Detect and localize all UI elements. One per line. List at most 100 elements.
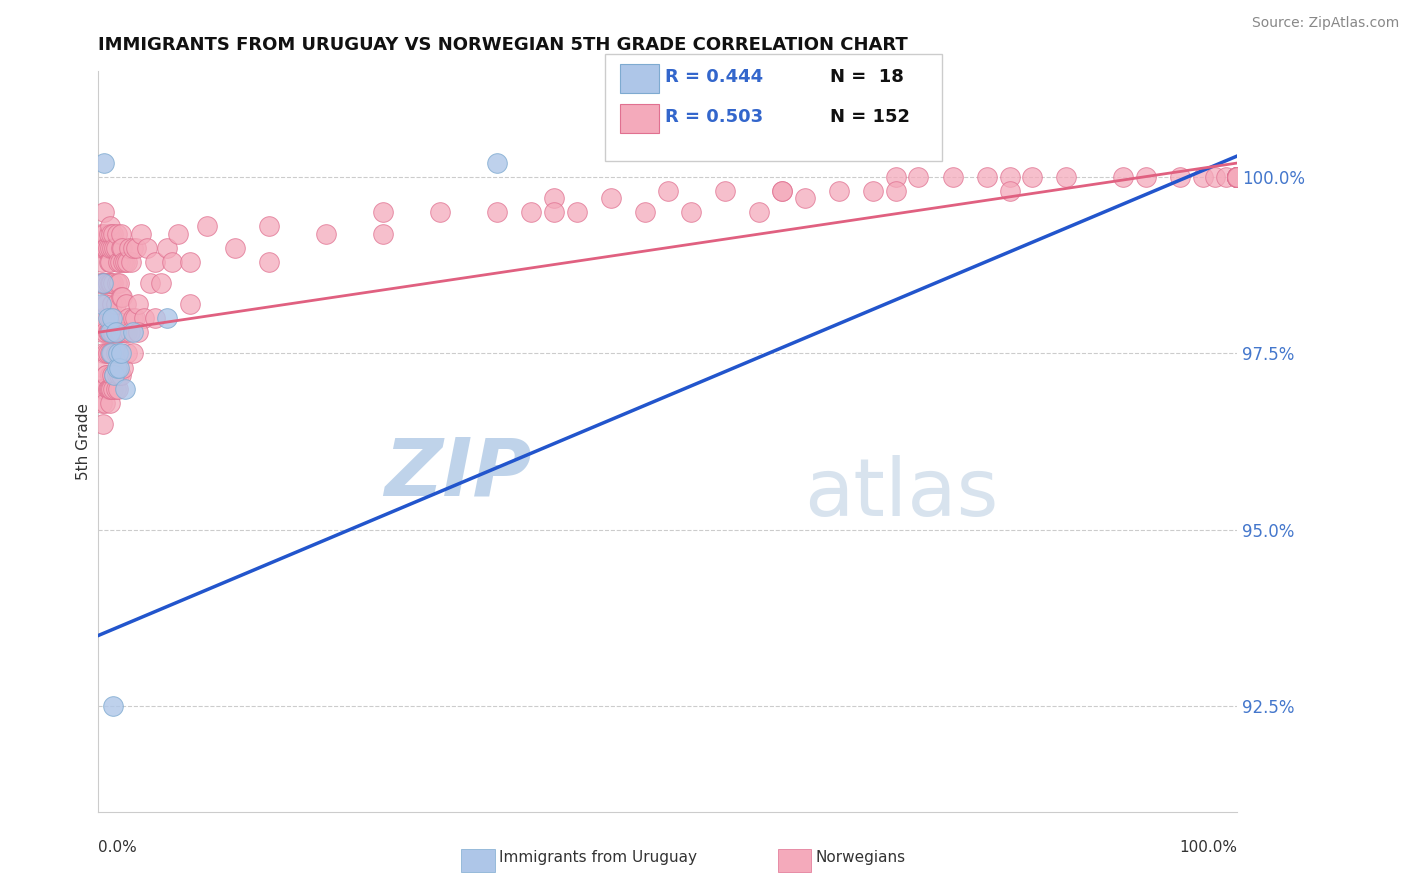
Point xyxy=(105,227,128,241)
Point xyxy=(114,382,136,396)
Point xyxy=(124,311,146,326)
Point xyxy=(104,241,127,255)
Point xyxy=(103,325,125,339)
Point xyxy=(108,360,131,375)
Point xyxy=(100,276,122,290)
Point xyxy=(600,191,623,205)
Point xyxy=(96,241,118,255)
Point xyxy=(91,276,114,290)
Point xyxy=(121,241,143,255)
Point xyxy=(115,254,138,268)
Point xyxy=(96,368,118,382)
Point xyxy=(96,382,118,396)
Text: IMMIGRANTS FROM URUGUAY VS NORWEGIAN 5TH GRADE CORRELATION CHART: IMMIGRANTS FROM URUGUAY VS NORWEGIAN 5TH… xyxy=(98,36,908,54)
Point xyxy=(91,346,114,360)
Point xyxy=(105,325,128,339)
Point xyxy=(1170,170,1192,185)
Point xyxy=(108,276,131,290)
Point xyxy=(98,346,121,360)
Point xyxy=(93,382,115,396)
Point xyxy=(1226,170,1249,185)
Point xyxy=(1226,170,1249,185)
Point xyxy=(90,276,112,290)
Point xyxy=(98,325,121,339)
Point xyxy=(104,325,127,339)
Point xyxy=(486,205,509,219)
Point xyxy=(1226,170,1249,185)
Point xyxy=(828,184,851,198)
Point xyxy=(91,241,114,255)
Text: ZIP: ZIP xyxy=(384,434,531,512)
Point xyxy=(96,325,118,339)
Point xyxy=(101,241,124,255)
Point xyxy=(103,368,125,382)
Point xyxy=(90,325,112,339)
Point xyxy=(1226,170,1249,185)
Point xyxy=(118,241,141,255)
Point xyxy=(1226,170,1249,185)
Point xyxy=(114,254,136,268)
Point xyxy=(101,297,124,311)
Point xyxy=(103,368,125,382)
Point xyxy=(101,325,124,339)
Point xyxy=(1226,170,1249,185)
Point xyxy=(117,311,139,326)
Point xyxy=(1226,170,1249,185)
Point xyxy=(98,254,121,268)
Point xyxy=(224,241,246,255)
Point xyxy=(100,382,122,396)
Point xyxy=(94,325,117,339)
Point xyxy=(1226,170,1249,185)
Point xyxy=(103,276,125,290)
Point xyxy=(121,325,143,339)
Point xyxy=(100,227,122,241)
Point xyxy=(1215,170,1237,185)
Point xyxy=(98,382,121,396)
Point xyxy=(103,311,125,326)
Text: Immigrants from Uruguay: Immigrants from Uruguay xyxy=(499,850,697,864)
Point xyxy=(884,184,907,198)
Point xyxy=(1226,170,1249,185)
Point xyxy=(121,346,143,360)
Point xyxy=(101,346,124,360)
Point xyxy=(1226,170,1249,185)
Point xyxy=(91,254,114,268)
Point xyxy=(162,254,184,268)
Point xyxy=(1226,170,1249,185)
Text: 100.0%: 100.0% xyxy=(1180,840,1237,855)
Text: N =  18: N = 18 xyxy=(830,68,904,86)
Point xyxy=(97,254,120,268)
Point xyxy=(998,170,1021,185)
Point xyxy=(94,241,117,255)
Point xyxy=(93,205,115,219)
Point xyxy=(1226,170,1249,185)
Point xyxy=(145,311,167,326)
Point xyxy=(543,205,565,219)
Point xyxy=(1226,170,1249,185)
Point xyxy=(110,290,132,304)
Point xyxy=(1226,170,1249,185)
Text: N = 152: N = 152 xyxy=(830,108,910,126)
Point xyxy=(112,360,135,375)
Point xyxy=(101,311,124,326)
Point xyxy=(136,241,159,255)
Point xyxy=(93,276,115,290)
Point xyxy=(107,346,129,360)
Point xyxy=(103,698,125,713)
Point xyxy=(110,227,132,241)
Point xyxy=(90,297,112,311)
Point xyxy=(770,184,793,198)
Point xyxy=(89,276,111,290)
Point xyxy=(942,170,965,185)
Point xyxy=(93,311,115,326)
Point xyxy=(1226,170,1249,185)
Point xyxy=(97,325,120,339)
Text: Source: ZipAtlas.com: Source: ZipAtlas.com xyxy=(1251,16,1399,29)
Point xyxy=(110,325,132,339)
Point xyxy=(1226,170,1249,185)
Point xyxy=(110,368,132,382)
Point xyxy=(156,311,179,326)
Point xyxy=(127,297,149,311)
Point xyxy=(96,276,118,290)
Point xyxy=(748,205,770,219)
